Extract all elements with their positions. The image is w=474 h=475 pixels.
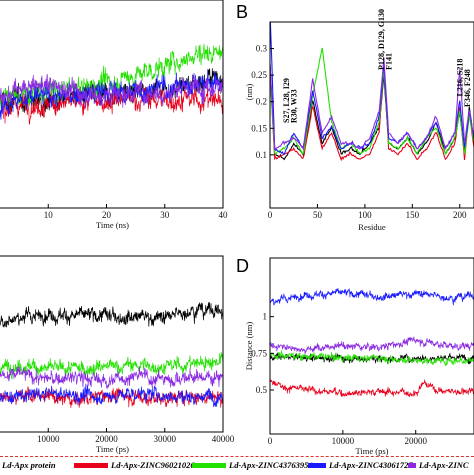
series-group [0, 302, 223, 408]
legend-entry-zinc: Ld-Apx-ZINC [408, 460, 469, 470]
legend-entry-zinc43763954: Ld-Apx-ZINC43763954 [192, 460, 313, 470]
x-axis-label: Time (ps) [96, 444, 129, 454]
legend-entry-zinc43061727: Ld-Apx-ZINC43061727 [308, 460, 413, 470]
x-tick-label: 0 [268, 436, 273, 446]
panel-letter: B [236, 2, 248, 22]
series-line-purple [0, 74, 223, 113]
panel-b: 0 50 100 150 200 0.1 0.15 0.2 0.25 0.3 Residue (nm)… [236, 2, 474, 232]
x-tick-label: 10 [44, 210, 54, 220]
series-line-black [0, 302, 223, 328]
y-tick-label: 0.2 [256, 97, 267, 107]
panel-a: 10 20 30 40 Time (ns) [0, 0, 228, 230]
x-tick-label: 0 [268, 210, 273, 220]
panel-letter: D [236, 256, 249, 276]
annotation-label: F346, F248 [463, 69, 472, 107]
y-tick-label: 0.75 [251, 348, 267, 358]
y-axis-label: Distance (nm) [244, 322, 254, 371]
x-tick-label: 20000 [95, 434, 118, 444]
x-tick-label: 40 [219, 210, 229, 220]
series-line-green [0, 352, 223, 380]
series-line-green [270, 47, 474, 156]
series-line-black [270, 352, 474, 365]
legend: Ld-Apx protein Ld-Apx-ZINC96021026 Ld-Ap… [0, 456, 474, 475]
series-line-red [270, 64, 474, 162]
series-line-green [270, 349, 474, 367]
legend-entry-protein: Ld-Apx protein [2, 460, 56, 470]
annotation-label: L216, S218 [456, 59, 465, 97]
y-tick-label: 0.1 [256, 150, 267, 160]
x-tick-label: 30 [160, 210, 170, 220]
x-axis-label: Residue [358, 222, 386, 232]
legend-swatch-green [192, 462, 226, 468]
x-tick-label: 20 [102, 210, 112, 220]
series-group [0, 43, 223, 125]
y-tick-label: 0.25 [251, 70, 267, 80]
y-axis-label: (nm) [244, 84, 254, 101]
y-tick-label: 1 [263, 312, 268, 322]
y-tick-label: 0.15 [251, 123, 267, 133]
legend-entry-zinc96021026: Ld-Apx-ZINC96021026 [74, 460, 195, 470]
x-axis-label: Time (ps) [356, 446, 389, 456]
series-line-purple [0, 366, 223, 389]
annotation-label: R30, W33 [290, 89, 299, 123]
plot-frame [269, 21, 474, 209]
legend-label: Ld-Apx protein [2, 460, 56, 470]
series-group [270, 22, 474, 162]
series-line-red [270, 376, 474, 398]
annotation-label: F141 [384, 53, 393, 70]
series-line-red [0, 85, 223, 125]
x-axis-label: Time (ns) [96, 220, 129, 230]
y-tick-label: 0.5 [256, 385, 268, 395]
x-tick-label: 20000 [404, 436, 427, 446]
series-line-blue [270, 287, 474, 306]
series-line-green [0, 43, 223, 109]
series-line-blue [0, 383, 223, 408]
x-tick-label: 40000 [212, 434, 235, 444]
y-tick-label: 0.3 [256, 44, 268, 54]
x-tick-label: 10000 [332, 436, 355, 446]
legend-swatch-purple [408, 462, 416, 468]
annotation-label: P128, D129, G130 [377, 9, 386, 70]
series-line-purple [270, 57, 474, 151]
x-tick-label: 100 [358, 210, 372, 220]
annotation-label: S27, L28, I29 [282, 78, 291, 123]
panel-d: 0 10000 20000 0.5 0.75 1 Time (ps) Distance (nm… [236, 256, 474, 456]
legend-label: Ld-Apx-ZINC [419, 460, 469, 470]
plot-frame [0, 255, 224, 433]
x-tick-label: 30000 [154, 434, 177, 444]
plot-frame [269, 257, 474, 435]
x-tick-label: 150 [406, 210, 420, 220]
legend-swatch-red [74, 462, 108, 468]
legend-swatch-blue [308, 462, 326, 468]
legend-label: Ld-Apx-ZINC43061727 [329, 460, 413, 470]
x-tick-label: 10000 [37, 434, 60, 444]
x-tick-label: 200 [453, 210, 467, 220]
panel-c: 10000 20000 30000 40000 Time (ps) [0, 255, 235, 454]
legend-label: Ld-Apx-ZINC96021026 [111, 460, 195, 470]
x-tick-label: 50 [313, 210, 323, 220]
series-line-purple [270, 336, 474, 355]
legend-label: Ld-Apx-ZINC43763954 [229, 460, 313, 470]
series-group [270, 287, 474, 398]
